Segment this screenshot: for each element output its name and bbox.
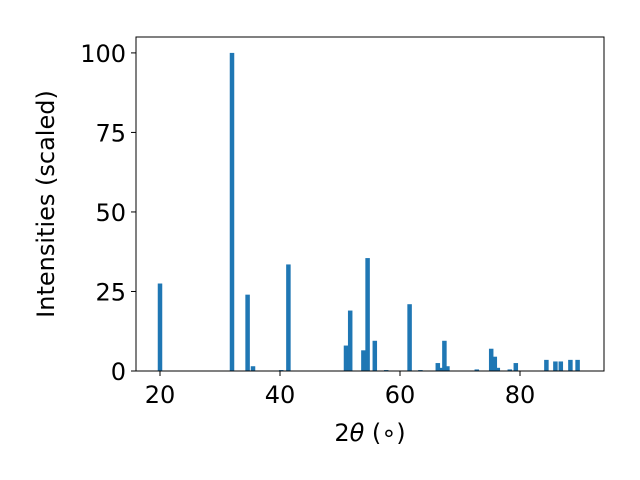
bar-25	[553, 361, 558, 371]
y-tick-label: 100	[80, 40, 126, 68]
bar-7	[347, 310, 353, 371]
bar-2	[245, 294, 250, 371]
bar-27	[568, 359, 573, 371]
bar-19	[488, 348, 494, 371]
bar-10	[372, 340, 378, 371]
bar-16	[442, 340, 447, 371]
bar-9	[365, 258, 370, 371]
x-tick-label: 20	[145, 381, 176, 409]
bars-group	[157, 52, 580, 372]
bar-26	[558, 361, 564, 371]
bar-3	[250, 366, 256, 371]
bar-6	[343, 345, 349, 371]
bar-28	[575, 359, 580, 371]
bar-20	[492, 356, 498, 371]
x-axis-title: 2θ (∘)	[334, 419, 405, 447]
bar-15	[439, 367, 444, 371]
bar-0	[157, 283, 163, 371]
y-tick-label: 0	[111, 358, 126, 386]
bar-8	[361, 350, 366, 371]
bar-12	[407, 304, 412, 371]
x-axis: 20 40 60 80	[145, 371, 536, 409]
bar-18	[474, 369, 480, 371]
bar-24	[544, 359, 549, 371]
y-axis-title: Intensities (scaled)	[32, 90, 60, 318]
x-tick-label: 80	[505, 381, 536, 409]
bar-5	[286, 264, 291, 371]
bar-22	[507, 369, 513, 371]
bar-21	[495, 367, 501, 371]
bar-14	[435, 363, 441, 371]
plot-frame	[135, 36, 605, 372]
bar-1	[229, 52, 235, 372]
x-tick-label: 40	[265, 381, 296, 409]
y-tick-label: 75	[95, 119, 126, 147]
bar-17	[445, 366, 450, 371]
y-tick-label: 50	[95, 199, 126, 227]
bar-23	[513, 363, 519, 371]
y-axis: 0 25 50 75 100	[80, 40, 136, 386]
x-tick-label: 60	[385, 381, 416, 409]
y-tick-label: 25	[95, 278, 126, 306]
